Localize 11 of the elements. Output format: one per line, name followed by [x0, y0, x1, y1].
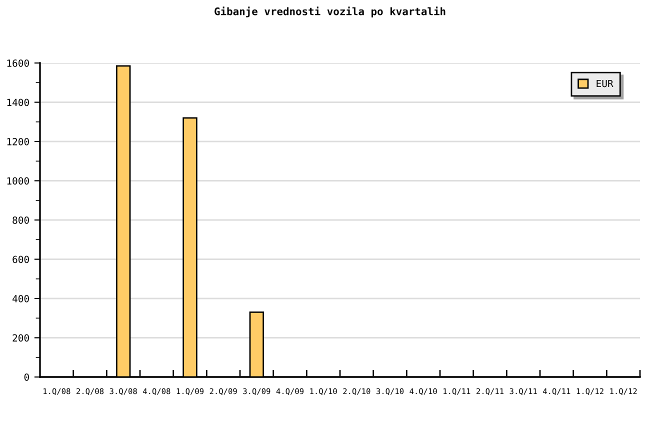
y-tick-label: 600: [12, 256, 29, 264]
y-tick-label: 400: [12, 295, 29, 302]
legend-label: EUR: [596, 80, 614, 88]
y-tick-label: 1200: [7, 138, 29, 146]
y-tick-label: 1400: [7, 98, 29, 106]
y-tick-label: 0: [24, 374, 29, 381]
y-tick-label: 1600: [7, 60, 29, 67]
chart-title: Gibanje vrednosti vozila po kvartalih: [214, 6, 446, 18]
y-tick-label: 1000: [7, 177, 29, 185]
y-tick-label: 200: [12, 334, 29, 342]
y-tick-label: 800: [12, 216, 29, 224]
